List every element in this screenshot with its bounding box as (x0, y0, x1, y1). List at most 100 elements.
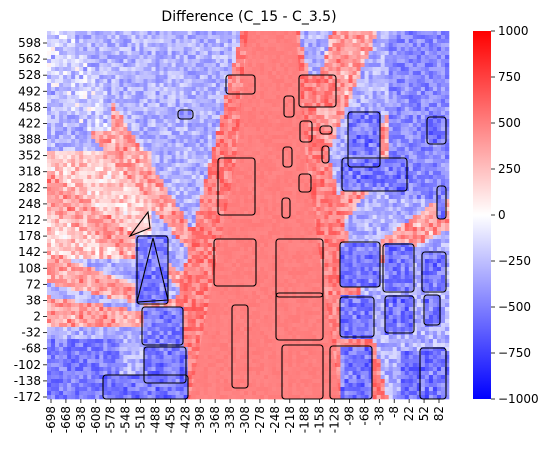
heatmap-cell (87, 175, 92, 180)
heatmap-cell (396, 207, 402, 212)
heatmap-cell (47, 175, 52, 180)
heatmap-cell (356, 39, 361, 44)
heatmap-cell (316, 139, 321, 144)
heatmap-cell (211, 151, 217, 156)
heatmap-cell (167, 123, 172, 128)
heatmap-cell (384, 103, 389, 108)
heatmap-cell (388, 199, 394, 204)
heatmap-cell (67, 55, 72, 60)
heatmap-cell (408, 171, 414, 176)
heatmap-cell (432, 71, 438, 76)
heatmap-cell (420, 123, 426, 128)
heatmap-cell (416, 119, 422, 124)
heatmap-cell (388, 179, 394, 184)
heatmap-cell (195, 191, 201, 196)
heatmap-cell (396, 99, 402, 104)
heatmap-cell (151, 207, 156, 212)
heatmap-cell (195, 159, 201, 164)
heatmap-cell (183, 83, 188, 88)
heatmap-cell (123, 59, 128, 64)
heatmap-cell (312, 179, 317, 184)
heatmap-cell (115, 123, 120, 128)
heatmap-cell (71, 87, 76, 92)
heatmap-cell (352, 91, 357, 96)
heatmap-cell (139, 171, 144, 176)
heatmap-cell (340, 191, 345, 196)
heatmap-cell (123, 183, 128, 188)
heatmap-cell (420, 147, 426, 152)
heatmap-cell (55, 195, 60, 200)
heatmap-cell (416, 91, 422, 96)
heatmap-cell (139, 59, 144, 64)
heatmap-cell (420, 199, 426, 204)
heatmap-cell (123, 79, 128, 84)
heatmap-cell (99, 191, 104, 196)
heatmap-cell (215, 103, 221, 108)
heatmap-cell (340, 219, 345, 224)
heatmap-cell (119, 151, 124, 156)
heatmap-cell (296, 39, 301, 44)
heatmap-cell (396, 143, 402, 148)
heatmap-cell (131, 55, 136, 60)
heatmap-cell (119, 71, 124, 76)
heatmap-cell (231, 95, 237, 100)
heatmap-cell (360, 139, 365, 144)
heatmap-cell (336, 167, 341, 172)
heatmap-cell (308, 155, 313, 160)
heatmap-cell (127, 31, 132, 36)
heatmap-cell (420, 35, 426, 40)
heatmap-cell (428, 195, 434, 200)
heatmap-cell (63, 47, 68, 52)
heatmap-cell (107, 103, 112, 108)
heatmap-cell (91, 139, 96, 144)
heatmap-cell (344, 195, 349, 200)
heatmap-cell (55, 63, 60, 68)
heatmap-cell (211, 139, 217, 144)
heatmap-cell (408, 191, 414, 196)
heatmap-cell (304, 139, 309, 144)
heatmap-cell (155, 31, 160, 36)
heatmap-cell (332, 207, 337, 212)
heatmap-cell (312, 199, 317, 204)
heatmap-cell (227, 87, 233, 92)
heatmap-cell (139, 95, 144, 100)
heatmap-cell (99, 151, 104, 156)
heatmap-cell (352, 215, 357, 220)
heatmap-cell (107, 139, 112, 144)
heatmap-cell (444, 171, 450, 176)
heatmap-cell (352, 123, 357, 128)
heatmap-cell (51, 115, 56, 120)
heatmap-cell (211, 131, 217, 136)
heatmap-cell (103, 163, 108, 168)
heatmap-cell (123, 87, 128, 92)
heatmap-cell (320, 183, 325, 188)
heatmap-cell (75, 139, 80, 144)
heatmap-cell (63, 215, 68, 220)
heatmap-cell (87, 223, 92, 228)
heatmap-cell (428, 199, 434, 204)
heatmap-cell (171, 75, 176, 80)
heatmap-cell (75, 219, 80, 224)
heatmap-cell (380, 195, 385, 200)
heatmap-cell (107, 59, 112, 64)
heatmap-cell (316, 47, 321, 52)
heatmap-cell (119, 203, 124, 208)
heatmap-cell (396, 39, 402, 44)
heatmap-cell (348, 155, 353, 160)
heatmap-cell (328, 55, 333, 60)
heatmap-cell (227, 55, 233, 60)
heatmap-cell (231, 151, 237, 156)
heatmap-cell (111, 135, 116, 140)
heatmap-cell (440, 135, 446, 140)
heatmap-cell (171, 127, 176, 132)
heatmap-cell (416, 47, 422, 52)
heatmap-cell (352, 175, 357, 180)
heatmap-cell (179, 191, 184, 196)
heatmap-cell (187, 131, 193, 136)
heatmap-cell (420, 83, 426, 88)
heatmap-cell (83, 219, 88, 224)
heatmap-cell (380, 135, 385, 140)
heatmap-cell (348, 227, 353, 232)
heatmap-cell (83, 223, 88, 228)
heatmap-cell (384, 151, 389, 156)
